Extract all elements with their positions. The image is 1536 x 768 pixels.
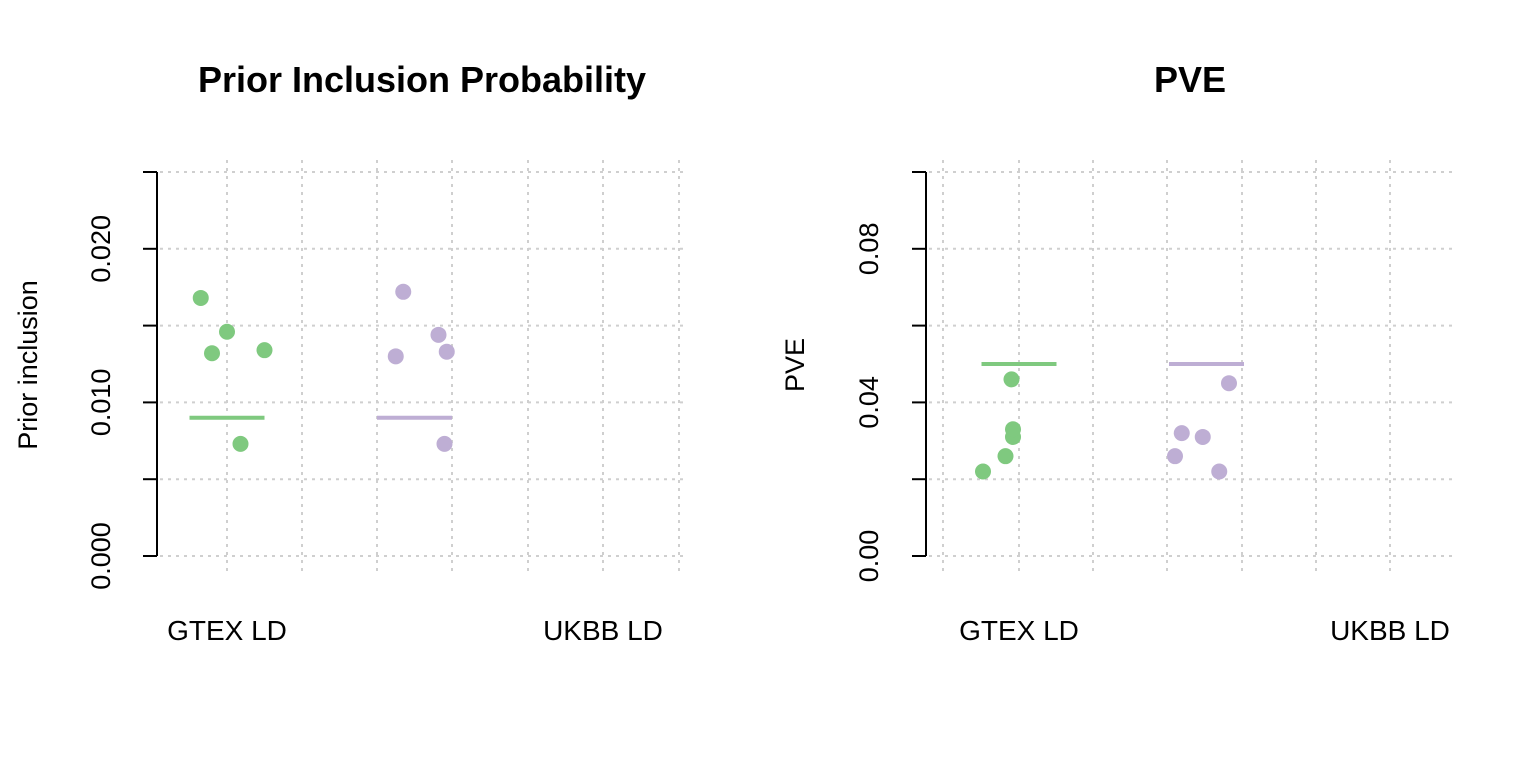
y-tick-label: 0.000: [86, 522, 116, 590]
y-tick-label: 0.010: [86, 369, 116, 437]
data-point: [1194, 428, 1211, 445]
y-tick-label: 0.00: [854, 530, 884, 583]
y-tick-labels: 0.00 0.04 0.08: [854, 223, 884, 583]
data-point: [430, 326, 447, 343]
category-label: GTEX LD: [167, 615, 287, 646]
data-point: [256, 342, 273, 359]
y-tick-label: 0.08: [854, 223, 884, 276]
y-tick-label: 0.020: [86, 215, 116, 283]
chart-title: PVE: [1154, 59, 1226, 100]
data-point: [395, 283, 412, 300]
data-point: [192, 289, 209, 306]
data-point: [1167, 448, 1183, 465]
grid: [160, 160, 688, 574]
data-point: [438, 343, 455, 360]
prior-inclusion-panel: Prior Inclusion Probability Prior inclus…: [13, 59, 688, 646]
data-point: [975, 463, 991, 480]
y-axis: [912, 171, 927, 557]
data-point: [219, 323, 235, 340]
category-labels: GTEX LD UKBB LD: [959, 615, 1450, 646]
category-label: UKBB LD: [1330, 615, 1450, 646]
chart-title: Prior Inclusion Probability: [198, 59, 646, 100]
category-label: UKBB LD: [543, 615, 663, 646]
data-point: [436, 435, 453, 452]
data-point: [1173, 425, 1190, 442]
data-point: [387, 348, 404, 365]
y-axis-label: Prior inclusion: [13, 280, 43, 450]
y-tick-label: 0.04: [854, 376, 884, 429]
y-axis-label: PVE: [780, 338, 810, 392]
data-point: [232, 435, 249, 452]
grid: [929, 160, 1456, 574]
category-label: GTEX LD: [959, 615, 1079, 646]
data-point: [997, 448, 1014, 465]
data-point: [1221, 375, 1237, 392]
y-tick-labels: 0.000 0.010 0.020: [86, 215, 116, 590]
data-point: [1005, 421, 1021, 438]
data-marks: [189, 283, 455, 452]
data-point: [1211, 463, 1228, 480]
data-point: [1003, 371, 1020, 388]
y-axis: [143, 171, 158, 557]
category-labels: GTEX LD UKBB LD: [167, 615, 663, 646]
pve-panel: PVE PVE 0.00 0.04 0.08 GTEX LD UKBB LD: [780, 59, 1456, 646]
data-point: [204, 345, 220, 362]
data-marks: [975, 362, 1244, 480]
